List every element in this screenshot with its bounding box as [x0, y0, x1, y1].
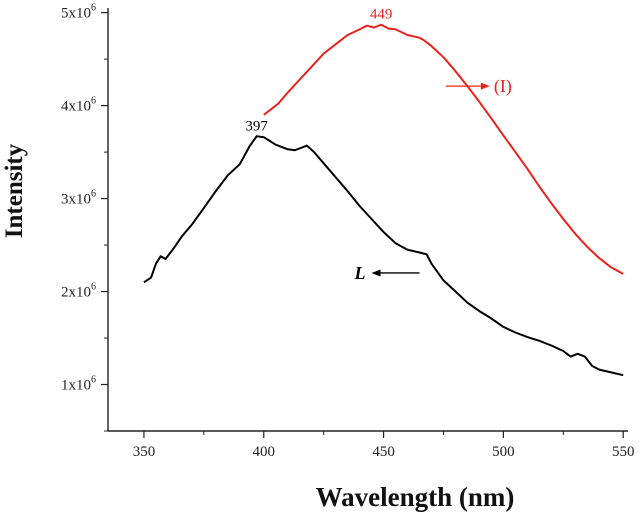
tick-marks: [101, 12, 624, 438]
x-axis-title: Wavelength (nm): [316, 482, 515, 512]
peak-label-l: 397: [245, 118, 268, 134]
arrow-head-i: [480, 82, 490, 90]
annotation-layer: L (I): [354, 76, 512, 283]
x-tick-label: 550: [612, 444, 635, 460]
y-tick-label: 2x106: [61, 282, 96, 301]
x-tick-label: 350: [133, 444, 156, 460]
x-tick-label: 450: [372, 444, 395, 460]
series-label-i: (I): [494, 76, 512, 97]
y-tick-label: 4x106: [61, 96, 96, 115]
series-line-i: [263, 23, 624, 275]
series-line-l: [143, 135, 624, 377]
series-layer: 397 449: [143, 7, 624, 377]
arrow-head-l: [371, 269, 381, 277]
y-tick-label: 1x106: [61, 375, 96, 394]
axes: [107, 8, 628, 432]
x-tick-label: 500: [492, 444, 515, 460]
peak-label-i: 449: [370, 7, 393, 23]
series-label-l: L: [354, 263, 366, 283]
tick-labels: 350 400 450 500 550 1x106 2x106 3x106 4x106 5x106: [61, 3, 634, 460]
x-tick-label: 400: [253, 444, 276, 460]
y-tick-label: 5x106: [61, 3, 96, 22]
y-axis-title: Intensity: [1, 143, 28, 238]
y-tick-label: 3x106: [61, 189, 96, 208]
